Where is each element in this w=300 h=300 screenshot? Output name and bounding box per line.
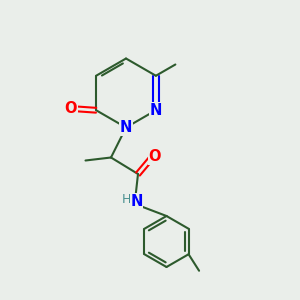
Text: N: N bbox=[120, 120, 132, 135]
Text: N: N bbox=[130, 194, 143, 208]
Text: H: H bbox=[122, 193, 131, 206]
Text: N: N bbox=[150, 103, 162, 118]
Text: O: O bbox=[148, 149, 161, 164]
Text: O: O bbox=[65, 101, 77, 116]
